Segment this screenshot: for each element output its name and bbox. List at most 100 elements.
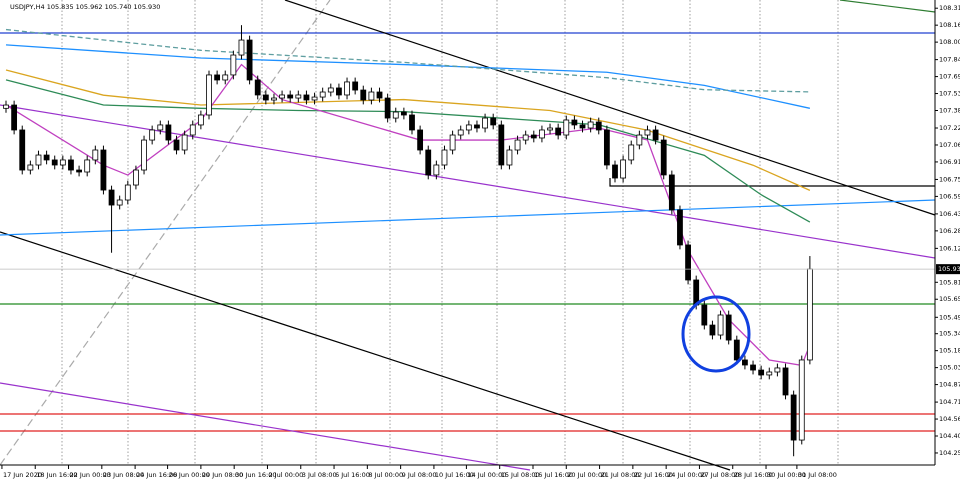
x-tick-label: 16 Jul 16:00 — [534, 471, 573, 479]
candle-body — [644, 129, 651, 136]
y-tick-label: 107.845 — [939, 56, 960, 64]
candle-body — [409, 114, 415, 131]
candle-body — [59, 159, 66, 166]
candle-body — [701, 304, 708, 326]
trendline — [284, 0, 936, 216]
y-tick-label: 105.655 — [939, 295, 960, 303]
x-tick-label: 8 Jul 00:00 — [368, 471, 403, 479]
candle-body — [474, 124, 480, 129]
x-tick-label: 29 Jun 08:00 — [202, 471, 243, 479]
candle-body — [19, 129, 26, 171]
x-tick-label: 18 Jun 16:00 — [36, 471, 77, 479]
moving-average — [5, 28, 810, 93]
candle-body — [141, 139, 147, 171]
candle-body — [287, 94, 294, 99]
x-tick-label: 20 Jul 00:00 — [567, 471, 606, 479]
candle-body — [449, 134, 456, 151]
last-price-label: 105.930 — [938, 265, 960, 273]
candle-body — [758, 369, 765, 376]
candle-body — [620, 159, 627, 179]
x-tick-label: 31 Jul 08:00 — [798, 471, 837, 479]
y-tick-label: 104.250 — [939, 449, 960, 457]
candle-body — [652, 129, 659, 141]
candle-body — [43, 154, 50, 161]
candle-body — [433, 164, 440, 176]
candle-body — [677, 209, 683, 246]
trendline — [0, 231, 731, 471]
candle-body — [303, 94, 310, 101]
x-tick-label: 27 Jul 08:00 — [700, 471, 739, 479]
candle-body — [327, 87, 334, 93]
x-tick-label: 24 Jul 00:00 — [667, 471, 706, 479]
candle-body — [352, 81, 359, 91]
candle-body — [157, 124, 164, 131]
trendline — [0, 382, 531, 471]
candle-body — [790, 394, 797, 441]
x-tick-label: 14 Jul 00:00 — [467, 471, 506, 479]
y-tick-label: 108.315 — [939, 4, 960, 12]
candle-body — [230, 54, 237, 76]
x-tick-label: 17 Jun 2020 — [3, 471, 42, 479]
candle-body — [254, 79, 261, 96]
candle-body — [628, 144, 635, 161]
candle-body — [579, 124, 586, 129]
candle-body — [181, 134, 188, 151]
candle-body — [636, 134, 643, 146]
level-line — [609, 178, 935, 187]
candle-body — [271, 97, 277, 101]
x-tick-label: 6 Jul 16:00 — [335, 471, 370, 479]
candle-body — [165, 124, 172, 141]
y-tick-label: 107.690 — [939, 73, 960, 81]
candle-body — [425, 149, 432, 176]
candle-body — [668, 174, 675, 211]
candle-body — [222, 74, 229, 81]
candle-body — [563, 119, 570, 136]
candle-body — [116, 199, 123, 206]
candle-body — [51, 159, 58, 166]
x-tick-label: 3 Jul 08:00 — [302, 471, 337, 479]
y-tick-label: 105.810 — [939, 278, 960, 286]
candle-body — [482, 117, 488, 129]
candle-body — [189, 124, 196, 136]
candle-body — [11, 104, 18, 131]
y-tick-label: 107.380 — [939, 107, 960, 115]
candle-body — [798, 359, 805, 441]
candle-body — [360, 89, 367, 101]
y-tick-label: 108.160 — [939, 21, 960, 29]
candle-body — [417, 129, 424, 151]
candle-body — [555, 127, 562, 136]
candle-body — [742, 359, 748, 366]
candle-body — [262, 94, 269, 101]
y-tick-label: 105.185 — [939, 347, 960, 355]
y-tick-label: 105.490 — [939, 313, 960, 321]
y-tick-label: 106.910 — [939, 158, 960, 166]
candle-body — [368, 91, 375, 101]
trendline — [0, 104, 936, 259]
candle-body — [725, 314, 732, 341]
candle-body — [149, 129, 156, 141]
candle-body — [76, 169, 82, 173]
moving-average — [5, 44, 811, 109]
trendline — [839, 0, 936, 13]
x-tick-label: 22 Jun 00:00 — [70, 471, 111, 479]
candle-body — [806, 268, 813, 361]
y-tick-label: 106.120 — [939, 244, 960, 252]
candle-body — [465, 124, 472, 131]
moving-average — [5, 79, 811, 223]
candle-body — [295, 94, 302, 99]
x-tick-label: 30 Jul 00:00 — [767, 471, 806, 479]
x-tick-label: 10 Jul 16:00 — [435, 471, 474, 479]
candle-body — [514, 139, 521, 151]
x-tick-label: 9 Jul 08:00 — [402, 471, 437, 479]
x-tick-label: 15 Jul 08:00 — [501, 471, 540, 479]
candle-body — [709, 324, 716, 336]
x-tick-label: 26 Jun 00:00 — [169, 471, 210, 479]
candle-body — [336, 87, 342, 96]
x-tick-label: 21 Jul 08:00 — [601, 471, 640, 479]
candle-body — [133, 169, 139, 186]
candle-body — [612, 164, 618, 179]
x-tick-label: 24 Jun 16:00 — [136, 471, 177, 479]
candle-body — [530, 134, 537, 139]
candle-body — [774, 367, 781, 373]
candle-body — [173, 139, 180, 151]
